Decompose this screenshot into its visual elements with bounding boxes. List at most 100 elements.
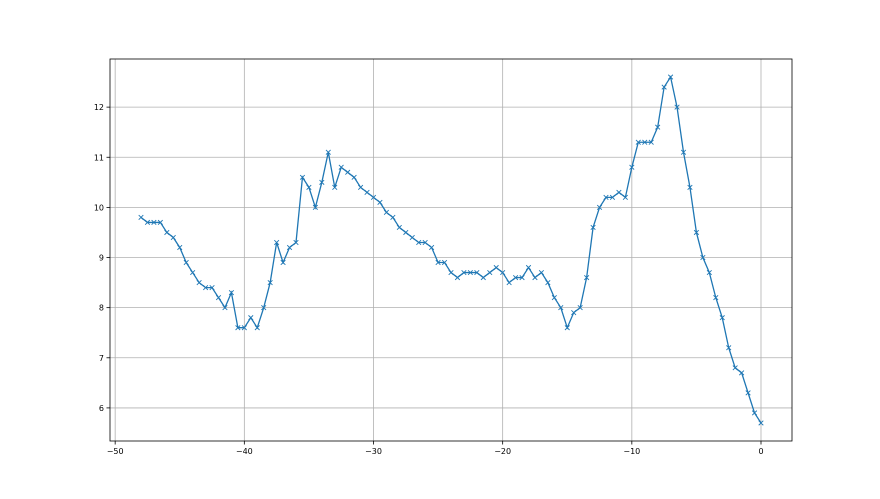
data-point-marker xyxy=(603,194,609,200)
data-point-marker xyxy=(183,259,189,266)
data-point-marker xyxy=(739,370,745,376)
data-point-marker xyxy=(480,274,486,281)
data-point-marker xyxy=(261,305,267,311)
data-point-marker xyxy=(519,274,525,281)
y-tick-label: 9 xyxy=(99,254,104,263)
data-point-marker xyxy=(571,310,577,316)
y-tick-label: 12 xyxy=(94,103,104,112)
data-point-marker xyxy=(726,345,732,351)
y-tick-label: 7 xyxy=(99,354,104,363)
data-point-marker xyxy=(454,274,461,281)
data-point-marker xyxy=(396,224,402,231)
data-point-marker xyxy=(241,325,247,331)
x-tick-label: 0 xyxy=(758,447,763,456)
data-point-marker xyxy=(661,84,667,90)
data-point-marker xyxy=(422,239,428,246)
data-point-marker xyxy=(332,184,338,190)
data-point-marker xyxy=(758,420,764,426)
data-point-marker xyxy=(345,169,351,175)
plot-frame xyxy=(109,58,793,442)
data-point-marker xyxy=(525,264,532,271)
data-point-marker xyxy=(164,229,170,236)
data-point-marker xyxy=(351,174,357,180)
data-point-marker xyxy=(370,194,377,200)
data-point-marker xyxy=(144,219,151,226)
data-point-marker xyxy=(680,149,687,155)
data-point-marker xyxy=(190,269,196,276)
data-point-marker xyxy=(293,239,299,246)
data-point-marker xyxy=(280,259,286,266)
data-point-marker xyxy=(687,184,693,190)
data-point-marker xyxy=(228,289,235,296)
data-point-marker xyxy=(209,284,215,291)
data-point-marker xyxy=(474,269,480,276)
data-point-marker xyxy=(312,204,318,211)
data-point-marker xyxy=(416,239,422,246)
data-point-marker xyxy=(635,139,641,145)
data-point-marker xyxy=(441,259,448,266)
data-point-marker xyxy=(674,104,680,110)
data-point-marker xyxy=(745,390,751,396)
series-path xyxy=(140,75,762,424)
data-point-marker xyxy=(467,269,473,276)
data-point-marker xyxy=(429,244,435,251)
data-point-marker xyxy=(648,139,654,145)
data-point-marker xyxy=(138,214,144,221)
data-point-marker xyxy=(235,325,241,331)
data-point-marker xyxy=(596,204,603,211)
data-point-marker xyxy=(500,269,506,276)
x-tick-label: −10 xyxy=(623,447,640,456)
data-point-marker xyxy=(493,264,499,271)
data-point-marker xyxy=(338,164,344,170)
data-point-marker xyxy=(151,219,157,226)
data-point-marker xyxy=(325,149,331,155)
data-point-marker xyxy=(512,274,519,281)
data-point-marker xyxy=(532,274,538,281)
data-point-marker xyxy=(286,244,293,251)
axis-ticks: −50 −40 −30 −20 −10 0 6 7 8 9 10 11 12 xyxy=(94,103,764,456)
y-tick-label: 6 xyxy=(99,404,104,413)
data-point-marker xyxy=(487,269,493,276)
series-line xyxy=(138,74,764,426)
data-point-marker xyxy=(713,295,719,301)
data-point-marker xyxy=(170,234,176,241)
data-point-marker xyxy=(248,315,254,321)
x-tick-label: −20 xyxy=(494,447,511,456)
data-point-marker xyxy=(642,139,648,145)
data-point-marker xyxy=(629,164,635,170)
data-point-marker xyxy=(364,189,370,195)
data-point-marker xyxy=(667,74,674,80)
data-point-marker xyxy=(551,295,557,301)
y-tick-label: 10 xyxy=(94,203,104,212)
data-point-marker xyxy=(732,365,738,371)
data-point-marker xyxy=(377,199,383,205)
data-point-marker xyxy=(157,219,163,226)
data-point-marker xyxy=(403,229,409,236)
data-point-marker xyxy=(622,194,628,200)
data-point-marker xyxy=(700,254,706,261)
data-point-marker xyxy=(584,274,590,281)
x-tick-label: −40 xyxy=(236,447,253,456)
y-tick-label: 11 xyxy=(94,153,104,162)
data-point-marker xyxy=(202,284,209,291)
data-point-marker xyxy=(506,279,512,286)
data-point-marker xyxy=(274,239,280,246)
data-point-marker xyxy=(435,259,441,266)
data-point-marker xyxy=(222,305,228,311)
data-point-marker xyxy=(215,295,222,301)
data-point-marker xyxy=(177,244,183,251)
data-point-marker xyxy=(693,229,700,236)
data-point-marker xyxy=(558,305,564,311)
data-point-marker xyxy=(751,410,758,416)
data-point-marker xyxy=(609,194,616,200)
data-point-marker xyxy=(196,279,202,286)
data-point-marker xyxy=(319,179,325,185)
data-point-marker xyxy=(545,279,551,286)
y-tick-label: 8 xyxy=(99,304,104,313)
x-tick-label: −30 xyxy=(365,447,382,456)
data-point-marker xyxy=(306,184,312,190)
data-point-marker xyxy=(655,124,661,130)
data-point-marker xyxy=(564,325,570,331)
data-point-marker xyxy=(706,269,712,276)
